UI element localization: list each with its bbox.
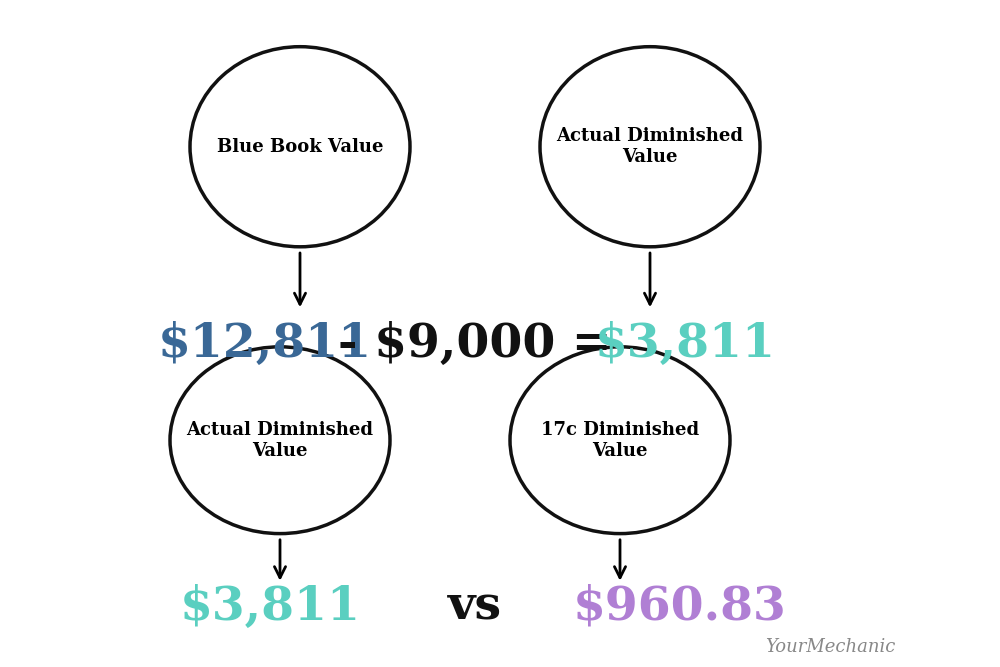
Text: $3,811: $3,811	[180, 584, 360, 630]
Text: - $9,000 =: - $9,000 =	[338, 321, 612, 366]
Text: Actual Diminished
Value: Actual Diminished Value	[186, 421, 374, 460]
Text: YourMechanic: YourMechanic	[765, 638, 895, 656]
Text: Blue Book Value: Blue Book Value	[217, 138, 383, 155]
Text: $960.83: $960.83	[573, 584, 787, 630]
Text: $3,811: $3,811	[594, 321, 776, 366]
Text: $12,811: $12,811	[158, 321, 372, 366]
Text: vs: vs	[448, 584, 502, 630]
Ellipse shape	[540, 47, 760, 247]
Text: 17c Diminished
Value: 17c Diminished Value	[541, 421, 699, 460]
Ellipse shape	[190, 47, 410, 247]
Ellipse shape	[510, 347, 730, 534]
Text: Actual Diminished
Value: Actual Diminished Value	[556, 127, 744, 166]
Ellipse shape	[170, 347, 390, 534]
